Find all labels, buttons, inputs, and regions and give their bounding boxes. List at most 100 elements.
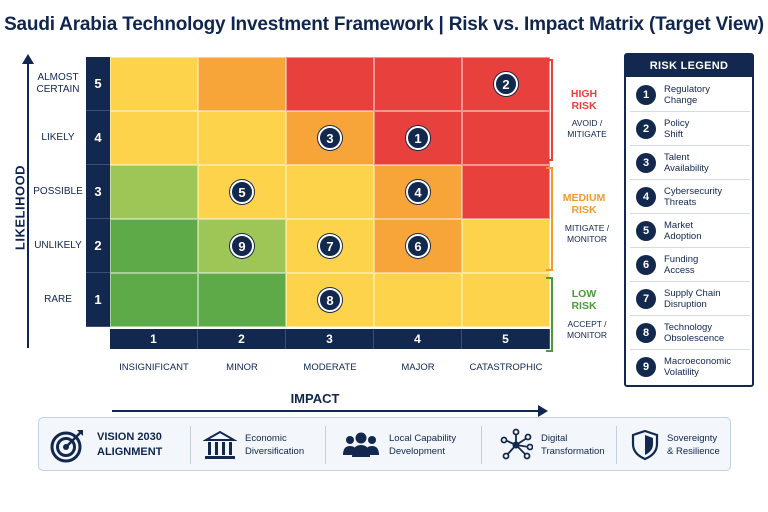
vision-divider <box>190 426 191 464</box>
legend-label: Technology Obsolescence <box>664 321 725 344</box>
x-axis-line <box>112 410 540 412</box>
legend-number-badge: 7 <box>636 288 656 309</box>
likelihood-level-3: 3 <box>86 165 110 219</box>
legend-item: 1 Regulatory Change <box>630 78 750 112</box>
vision-item-sovereignty: Sovereignty & Resilience <box>631 418 720 472</box>
likelihood-level-5: 5 <box>86 57 110 111</box>
impact-level-4: 4 <box>374 329 462 349</box>
vision-divider <box>325 426 326 464</box>
vision-item-label: Local Capability Development <box>389 433 457 457</box>
vision-item-label: Economic Diversification <box>245 433 305 457</box>
risk-marker-8[interactable]: 8 <box>318 288 342 312</box>
risk-band-title: LOW RISK <box>571 288 597 312</box>
likelihood-label: LIKELY <box>41 132 75 143</box>
risk-band-bracket <box>546 167 553 271</box>
likelihood-label: UNLIKELY <box>34 240 82 251</box>
legend-label: Cybersecurity Threats <box>664 185 723 208</box>
legend-label: Talent Availability <box>664 151 709 174</box>
risk-marker-1[interactable]: 1 <box>406 126 430 150</box>
risk-marker-7[interactable]: 7 <box>318 234 342 258</box>
matrix-cell <box>462 165 550 219</box>
matrix-cell <box>110 111 198 165</box>
vision-heading-group: VISION 2030 ALIGNMENT <box>49 418 162 472</box>
impact-label: MAJOR <box>401 362 435 373</box>
legend-item: 3 Talent Availability <box>630 146 750 180</box>
matrix-cell <box>462 219 550 273</box>
legend-item: 2 Policy Shift <box>630 112 750 146</box>
legend-number-badge: 9 <box>636 357 656 377</box>
likelihood-level-4: 4 <box>86 111 110 165</box>
matrix-cell <box>462 273 550 327</box>
legend-number-badge: 5 <box>636 220 656 241</box>
legend-number-badge: 2 <box>636 118 656 139</box>
risk-band-action: AVOID / MITIGATE <box>567 118 607 139</box>
likelihood-label: RARE <box>44 294 72 305</box>
legend-label: Market Adoption <box>664 219 702 242</box>
matrix-cell <box>286 57 374 111</box>
legend-number-badge: 1 <box>636 84 656 105</box>
matrix-cell <box>110 57 198 111</box>
risk-marker-9[interactable]: 9 <box>230 234 254 258</box>
risk-band-action: MITIGATE / MONITOR <box>564 223 610 244</box>
risk-band-bracket <box>546 59 553 161</box>
risk-marker-5[interactable]: 5 <box>230 180 254 204</box>
impact-level-2: 2 <box>198 329 286 349</box>
likelihood-level-2: 2 <box>86 219 110 273</box>
risk-band-action: ACCEPT / MONITOR <box>567 319 607 340</box>
y-axis-arrow <box>22 54 34 64</box>
building-icon <box>203 430 237 459</box>
legend-item: 4 Cybersecurity Threats <box>630 180 750 214</box>
likelihood-label: ALMOST CERTAIN <box>36 72 80 95</box>
legend-item: 5 Market Adoption <box>630 214 750 248</box>
matrix-cell <box>198 111 286 165</box>
impact-level-1: 1 <box>110 329 198 349</box>
risk-marker-2[interactable]: 2 <box>494 72 518 96</box>
likelihood-level-1: 1 <box>86 273 110 327</box>
vision-item-label: Sovereignty & Resilience <box>667 433 720 457</box>
legend-number-badge: 3 <box>636 152 656 173</box>
vision-item-digital: Digital Transformation <box>499 418 605 472</box>
risk-marker-3[interactable]: 3 <box>318 126 342 150</box>
legend-title: RISK LEGEND <box>626 55 752 77</box>
legend-item: 9 Macroeconomic Volatility <box>630 350 750 384</box>
legend-item: 7 Supply Chain Disruption <box>630 282 750 316</box>
legend-number-badge: 4 <box>636 186 656 207</box>
risk-marker-6[interactable]: 6 <box>406 234 430 258</box>
risk-band-bracket <box>546 277 553 352</box>
vision-item-economic: Economic Diversification <box>203 418 304 472</box>
y-axis-line <box>27 62 29 348</box>
legend-label: Macroeconomic Volatility <box>664 356 732 378</box>
impact-label: MINOR <box>226 362 258 373</box>
people-icon <box>343 432 379 457</box>
impact-label: CATASTROPHIC <box>469 362 543 373</box>
matrix-cell <box>374 111 462 165</box>
matrix-cell <box>110 219 198 273</box>
legend-label: Regulatory Change <box>664 83 710 106</box>
x-axis-title: IMPACT <box>290 391 340 406</box>
risk-marker-4[interactable]: 4 <box>406 180 430 204</box>
vision-heading: VISION 2030 ALIGNMENT <box>97 431 163 458</box>
matrix-cell <box>110 165 198 219</box>
target-icon <box>50 430 83 463</box>
risk-legend: RISK LEGEND 1 Regulatory Change 2 Policy Sh… <box>624 53 754 387</box>
page-title: Saudi Arabia Technology Investment Frame… <box>4 14 764 35</box>
impact-label: MODERATE <box>303 362 357 373</box>
risk-band-title: HIGH RISK <box>570 88 598 112</box>
matrix-cell <box>110 273 198 327</box>
impact-level-3: 3 <box>286 329 374 349</box>
legend-number-badge: 8 <box>636 322 656 343</box>
impact-label: INSIGNIFICANT <box>119 362 189 373</box>
matrix-cell <box>374 273 462 327</box>
legend-number-badge: 6 <box>636 254 656 275</box>
likelihood-label: POSSIBLE <box>33 186 83 197</box>
matrix-cell <box>374 57 462 111</box>
vision-item-local-capability: Local Capability Development <box>341 418 456 472</box>
matrix-cell <box>198 273 286 327</box>
legend-label: Supply Chain Disruption <box>664 287 721 310</box>
legend-label: Funding Access <box>664 253 699 276</box>
shield-icon <box>631 429 659 461</box>
legend-item: 6 Funding Access <box>630 248 750 282</box>
legend-label: Policy Shift <box>664 117 690 140</box>
x-axis-arrow <box>538 405 548 417</box>
vision-item-label: Digital Transformation <box>541 433 605 457</box>
